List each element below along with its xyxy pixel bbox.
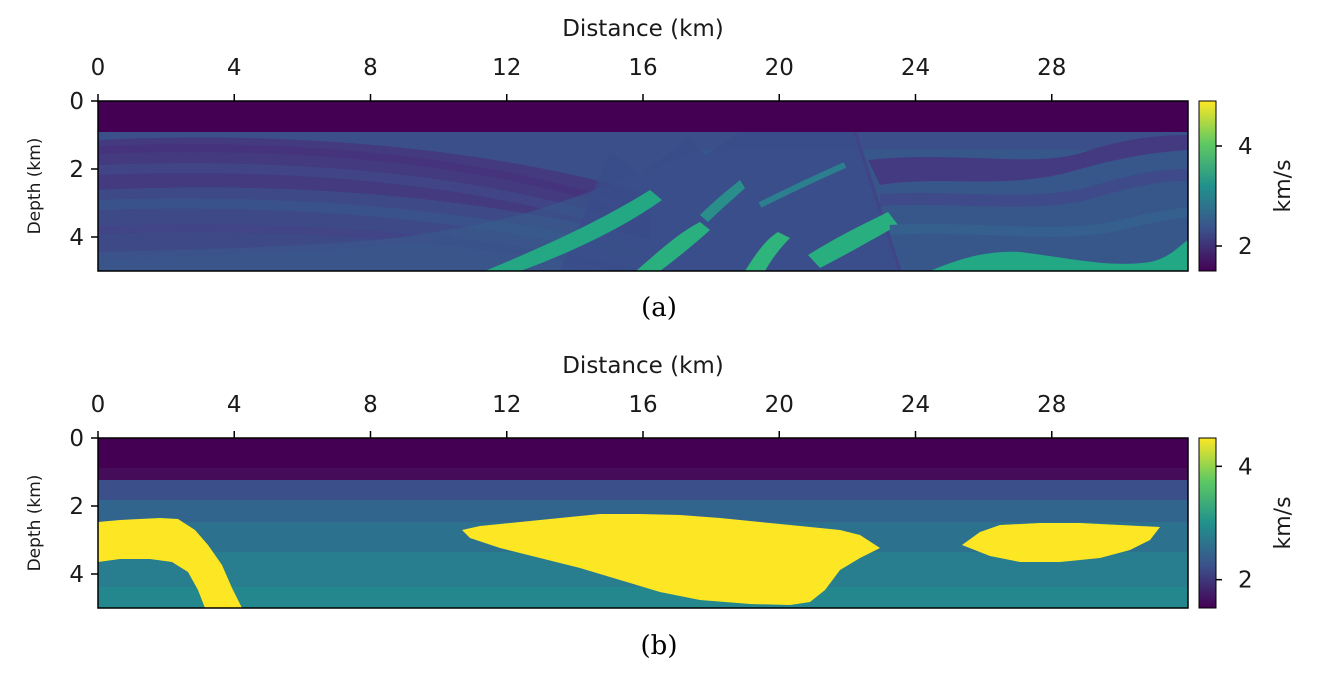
panel-a-layer xyxy=(879,169,1188,207)
panel-a-x-tick-label: 4 xyxy=(227,55,242,81)
panel-b-x-tick-label: 28 xyxy=(1037,392,1066,418)
panel-a-y-tick-label: 0 xyxy=(69,89,84,115)
panel-b-x-tick-label: 0 xyxy=(91,392,106,418)
panel-a-x-tick-label: 0 xyxy=(91,55,106,81)
panel-a-high-velocity-band xyxy=(636,222,710,271)
panel-b-y-tick-label: 4 xyxy=(69,562,84,588)
panel-b-y-ticks: 0 2 4 xyxy=(69,426,98,588)
panel-b-x-ticks: 0 4 8 12 16 20 24 28 xyxy=(91,392,1066,438)
panel-b: Distance (km) 0 4 8 12 16 20 24 28 Depth (km) 0… xyxy=(25,353,1296,661)
panel-b-x-tick-label: 20 xyxy=(765,392,794,418)
panel-b-x-tick-label: 16 xyxy=(628,392,657,418)
panel-a-high-velocity-band xyxy=(745,232,790,271)
panel-a-x-tick-label: 8 xyxy=(363,55,378,81)
panel-a-layer xyxy=(868,135,1188,185)
panel-b-colorbar-tick-label: 2 xyxy=(1238,568,1253,594)
panel-a-layer xyxy=(98,137,650,240)
panel-a-ylabel: Depth (km) xyxy=(25,138,45,235)
panel-a-fault-line xyxy=(853,131,902,271)
panel-a-colorbar-tick-label: 4 xyxy=(1238,134,1253,160)
panel-a-caption: (a) xyxy=(641,293,677,323)
panel-a-high-velocity-band xyxy=(930,240,1188,271)
panel-a-xlabel: Distance (km) xyxy=(562,16,724,42)
panel-a-water-layer xyxy=(98,101,1188,132)
panel-b-salt-body xyxy=(962,523,1160,562)
panel-a-y-tick-label: 4 xyxy=(69,225,84,251)
panel-b-caption: (b) xyxy=(641,631,678,661)
panel-a-heatmap xyxy=(98,101,1188,271)
panel-a-colorbar-tick-label: 2 xyxy=(1238,234,1253,260)
panel-b-heatmap xyxy=(98,438,1188,608)
panel-b-layer xyxy=(98,587,1188,608)
panel-b-x-tick-label: 24 xyxy=(901,392,930,418)
panel-b-frame xyxy=(97,437,1189,609)
panel-b-y-tick-label: 0 xyxy=(69,426,84,452)
panel-b-colorbar-label: km/s xyxy=(1271,496,1296,549)
panel-b-colorbar-tick-label: 4 xyxy=(1238,454,1253,480)
panel-b-colorbar xyxy=(1198,437,1217,609)
panel-b-y-tick-label: 2 xyxy=(69,494,84,520)
panel-b-xlabel: Distance (km) xyxy=(562,353,724,379)
panel-a-high-velocity-band xyxy=(758,162,847,208)
panel-a-x-ticks: 0 4 8 12 16 20 24 28 xyxy=(91,55,1066,101)
panel-a-y-ticks: 0 2 4 xyxy=(69,89,98,251)
panel-a-high-velocity-band xyxy=(700,180,745,222)
panel-b-salt-body xyxy=(462,514,880,605)
panel-a-colorbar xyxy=(1198,100,1217,272)
panel-b-x-tick-label: 4 xyxy=(227,392,242,418)
panel-a-x-tick-label: 28 xyxy=(1037,55,1066,81)
panel-b-layer xyxy=(98,480,1188,500)
panel-a-x-tick-label: 12 xyxy=(492,55,521,81)
panel-b-x-tick-label: 12 xyxy=(492,392,521,418)
panel-a-colorbar-ticks: 24 xyxy=(1216,134,1253,260)
panel-a-x-tick-label: 16 xyxy=(628,55,657,81)
panel-b-water-layer xyxy=(98,438,1188,468)
panel-b-ylabel: Depth (km) xyxy=(25,475,45,572)
panel-a-base-layer xyxy=(98,231,451,258)
panel-a-x-tick-label: 20 xyxy=(765,55,794,81)
panel-a-high-velocity-band xyxy=(485,190,662,271)
panel-b-salt-body xyxy=(98,518,242,608)
panel-a-frame xyxy=(97,100,1189,272)
panel-b-x-tick-label: 8 xyxy=(363,392,378,418)
panel-a-x-tick-label: 24 xyxy=(901,55,930,81)
panel-a-high-velocity-band xyxy=(808,212,898,268)
panel-a: Distance (km) 0 4 8 12 16 20 24 28 Depth (km) 0… xyxy=(25,16,1296,323)
panel-a-layer xyxy=(98,144,622,209)
panel-b-colorbar-ticks: 24 xyxy=(1216,454,1253,594)
panel-a-layer xyxy=(889,207,1188,237)
panel-a-colorbar-label: km/s xyxy=(1271,159,1296,212)
panel-a-y-tick-label: 2 xyxy=(69,157,84,183)
panel-b-layer xyxy=(98,500,1188,522)
